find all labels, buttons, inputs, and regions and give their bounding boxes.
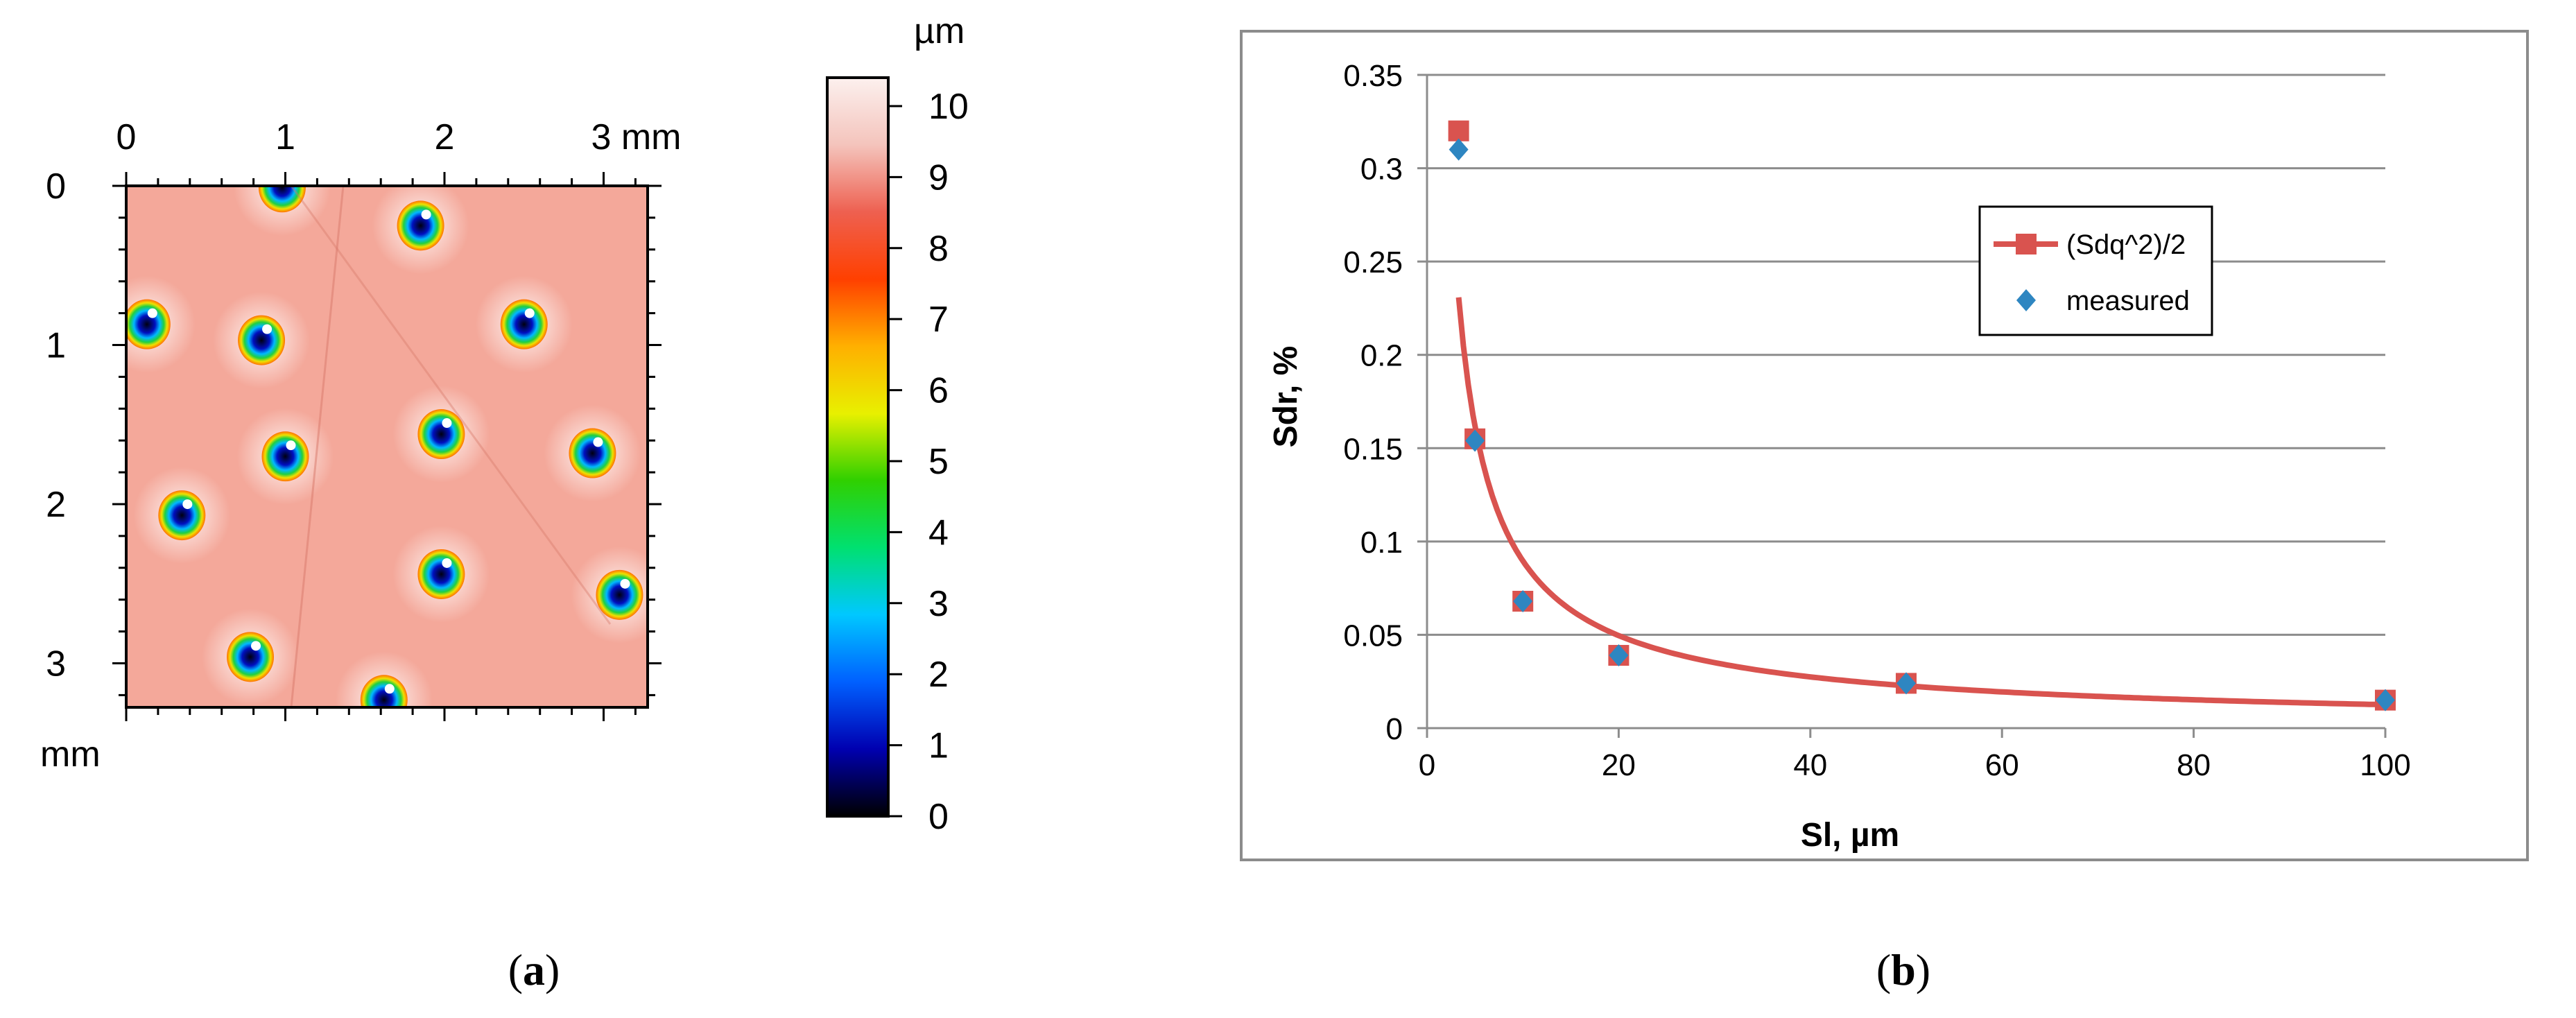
caption-b-label: b <box>1891 945 1916 994</box>
chart-gridlines <box>1417 74 2387 738</box>
pit-highlight <box>620 578 630 589</box>
pit-highlight <box>182 499 193 510</box>
colorbar-tick-label: 6 <box>928 371 949 411</box>
colorbar-tick-label: 2 <box>928 655 949 695</box>
y-tick-label: 0.15 <box>1343 432 1403 466</box>
pit-crater <box>360 675 408 707</box>
caption-a-label: a <box>523 945 545 994</box>
pit-highlight <box>524 308 535 318</box>
colorbar-tick-label: 3 <box>928 584 949 624</box>
pit-crater <box>158 490 206 541</box>
point-measured <box>1896 672 1916 695</box>
x-tick-label: 100 <box>2360 748 2410 782</box>
pit-highlight <box>251 641 261 651</box>
pit-highlight <box>442 558 452 568</box>
pit-crater <box>227 632 275 682</box>
colorbar-unit: µm <box>914 11 965 51</box>
pit-highlight <box>421 209 431 220</box>
legend-marker-measured <box>2016 289 2036 311</box>
chart-legend: (Sdq^2)/2 measured <box>1978 205 2213 336</box>
legend-label-sdq: (Sdq^2)/2 <box>2066 230 2186 260</box>
y-tick-label: 0 <box>46 166 66 207</box>
pit-crater <box>261 431 309 482</box>
x-tick-label: 60 <box>1985 748 2019 782</box>
pit-highlight <box>262 324 273 334</box>
pit-crater <box>417 549 465 599</box>
y-tick-label: 1 <box>46 326 66 366</box>
colorbar: µm 0 1 2 3 4 5 6 7 8 9 10 <box>826 11 969 837</box>
colorbar-scale <box>826 76 890 818</box>
pit-highlight <box>147 308 157 318</box>
caption-a: (a) <box>508 945 560 994</box>
point-measured <box>1465 429 1485 452</box>
panel-b-chart: 0 0.05 0.1 0.15 0.2 0.25 0.3 0.35 0 20 40 60 80 100 S… <box>1240 30 2529 994</box>
x-tick-label: 1 <box>275 117 295 157</box>
x-axis-label: Sl, µm <box>1801 817 1899 854</box>
colorbar-tick-label: 9 <box>928 157 949 198</box>
y-tick-label: 0.25 <box>1343 245 1403 279</box>
x-tick-label: 0 <box>1419 748 1435 782</box>
series-line-sdq <box>1455 297 2384 708</box>
pit-crater <box>596 569 643 620</box>
pit-highlight <box>442 418 452 429</box>
y-axis-label: Sdr, % <box>1268 346 1304 448</box>
pit-highlight <box>286 440 296 451</box>
height-map-frame <box>125 184 649 709</box>
pit-crater <box>569 428 616 478</box>
scratch-line <box>290 186 345 707</box>
pit-crater <box>397 200 444 251</box>
y-tick-label: 0.3 <box>1360 153 1403 187</box>
pit-crater <box>258 186 306 213</box>
y-tick-label: 0.2 <box>1360 339 1403 373</box>
colorbar-tick-label: 8 <box>928 229 949 269</box>
chart-frame <box>1240 30 2529 861</box>
y-axis-unit: mm <box>40 734 101 775</box>
colorbar-tick-label: 5 <box>928 442 949 482</box>
pit-crater <box>238 315 286 365</box>
point-measured <box>1609 644 1629 667</box>
y-tick-label: 0.1 <box>1360 526 1403 560</box>
legend-label-measured: measured <box>2066 286 2190 316</box>
x-tick-label: 40 <box>1793 748 1827 782</box>
height-map-image <box>126 186 648 707</box>
x-tick-label: 2 <box>435 117 455 157</box>
pit-highlight <box>384 684 395 694</box>
pit-crater <box>500 299 548 350</box>
panel-a-height-map: 0 1 2 3 mm 0 1 2 3 mm µm 0 1 2 3 4 5 6 7 8 9 10 (a) <box>40 11 969 994</box>
height-map-ticks <box>112 172 662 721</box>
point-measured <box>1449 138 1469 161</box>
point-measured <box>2376 689 2395 711</box>
point-sdq <box>1448 120 1469 141</box>
legend-marker-sdq <box>2016 234 2037 254</box>
chart-axes <box>1426 75 2385 730</box>
legend-box <box>1978 205 2213 336</box>
x-tick-label: 3 mm <box>591 117 682 157</box>
y-tick-label: 0.05 <box>1343 619 1403 653</box>
x-tick-label: 0 <box>116 117 137 157</box>
caption-b: (b) <box>1876 945 1930 994</box>
colorbar-tick-label: 0 <box>928 797 949 837</box>
pit-crater <box>417 409 465 460</box>
y-tick-label: 0 <box>1386 712 1403 746</box>
x-tick-label: 80 <box>2177 748 2211 782</box>
y-tick-label: 3 <box>46 644 66 684</box>
colorbar-tick-label: 7 <box>928 300 949 340</box>
colorbar-tick-label: 1 <box>928 726 949 766</box>
point-measured <box>1513 589 1533 612</box>
scratch-line <box>290 186 612 625</box>
x-tick-label: 20 <box>1602 748 1636 782</box>
pit-crater <box>126 299 171 350</box>
colorbar-tick-label: 10 <box>928 87 969 127</box>
colorbar-tick-label: 4 <box>928 512 949 553</box>
y-tick-label: 0.35 <box>1343 59 1403 93</box>
pit-highlight <box>593 437 603 447</box>
y-tick-label: 2 <box>46 485 66 525</box>
